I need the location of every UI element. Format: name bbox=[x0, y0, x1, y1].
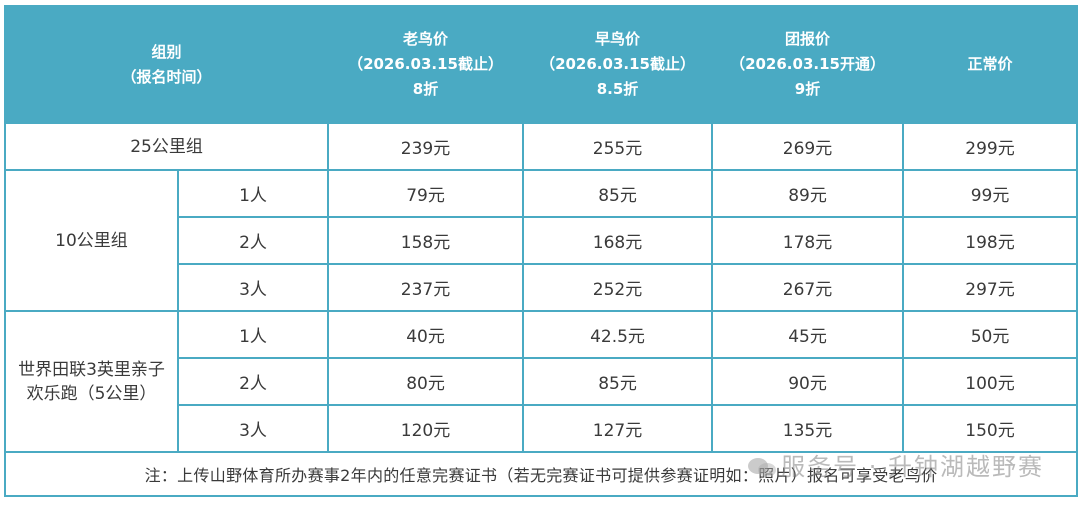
price-cell: 237元 bbox=[327, 263, 525, 312]
people-cell: 3人 bbox=[176, 404, 330, 453]
header-group-title: 组别 bbox=[151, 42, 182, 61]
header-group: 组别 （报名时间） bbox=[3, 5, 330, 124]
header-early-discount: 8.5折 bbox=[596, 80, 639, 98]
header-old-price: 老鸟价 （2026.03.15截止） 8折 bbox=[327, 5, 525, 124]
table-row: 3人 237元 252元 267元 297元 bbox=[5, 263, 1079, 312]
price-table: 组别 （报名时间） 老鸟价 （2026.03.15截止） 8折 早鸟价 （202… bbox=[3, 5, 1079, 497]
price-cell: 79元 bbox=[327, 169, 525, 218]
table-row: 3人 120元 127元 135元 150元 bbox=[5, 404, 1079, 453]
price-cell: 85元 bbox=[522, 357, 714, 406]
price-cell: 40元 bbox=[327, 310, 525, 359]
price-cell: 50元 bbox=[902, 310, 1079, 359]
header-row: 组别 （报名时间） 老鸟价 （2026.03.15截止） 8折 早鸟价 （202… bbox=[3, 5, 1079, 124]
price-cell: 45元 bbox=[711, 310, 905, 359]
header-group-sub: （报名时间） bbox=[121, 67, 212, 86]
header-old-discount: 8折 bbox=[412, 80, 439, 98]
header-early-price: 早鸟价 （2026.03.15截止） 8.5折 bbox=[522, 5, 714, 124]
table-row: 世界田联3英里亲子 欢乐跑（5公里） 1人 40元 42.5元 45元 50元 bbox=[4, 310, 1079, 453]
price-cell: 90元 bbox=[711, 357, 905, 406]
price-cell: 239元 bbox=[327, 122, 525, 171]
price-cell: 198元 bbox=[902, 216, 1079, 265]
price-cell: 150元 bbox=[902, 404, 1079, 453]
price-cell: 178元 bbox=[711, 216, 905, 265]
people-cell: 1人 bbox=[176, 310, 330, 359]
group-10km: 10公里组 bbox=[4, 169, 179, 312]
price-cell: 252元 bbox=[522, 263, 714, 312]
price-cell: 127元 bbox=[522, 404, 714, 453]
table-row: 10公里组 1人 79元 85元 89元 99元 bbox=[4, 169, 1079, 312]
header-normal-price: 正常价 bbox=[902, 5, 1079, 124]
price-cell: 158元 bbox=[327, 216, 525, 265]
note-row: 注：上传山野体育所办赛事2年内的任意完赛证书（若无完赛证书可提供参赛证明如：照片… bbox=[3, 451, 1079, 497]
price-table-container: 组别 （报名时间） 老鸟价 （2026.03.15截止） 8折 早鸟价 （202… bbox=[3, 5, 1079, 504]
price-cell: 269元 bbox=[711, 122, 905, 171]
price-cell: 267元 bbox=[711, 263, 905, 312]
price-cell: 135元 bbox=[711, 404, 905, 453]
price-cell: 168元 bbox=[522, 216, 714, 265]
price-cell: 100元 bbox=[902, 357, 1079, 406]
price-cell: 80元 bbox=[327, 357, 525, 406]
price-cell: 42.5元 bbox=[522, 310, 714, 359]
header-team-price: 团报价 （2026.03.15开通） 9折 bbox=[711, 5, 905, 124]
price-cell: 89元 bbox=[711, 169, 905, 218]
group-25km: 25公里组 bbox=[3, 122, 330, 171]
table-row: 2人 80元 85元 90元 100元 bbox=[5, 357, 1079, 406]
price-cell: 297元 bbox=[902, 263, 1079, 312]
group-5km: 世界田联3英里亲子 欢乐跑（5公里） bbox=[4, 310, 179, 453]
header-early-date: （2026.03.15截止） bbox=[540, 55, 695, 73]
header-old-title: 老鸟价 bbox=[403, 30, 449, 48]
price-cell: 299元 bbox=[902, 122, 1079, 171]
table-row: 25公里组 239元 255元 269元 299元 bbox=[3, 122, 1079, 171]
price-cell: 255元 bbox=[522, 122, 714, 171]
header-early-title: 早鸟价 bbox=[595, 30, 641, 48]
header-old-date: （2026.03.15截止） bbox=[348, 55, 503, 73]
people-cell: 1人 bbox=[176, 169, 330, 218]
note-text: 注：上传山野体育所办赛事2年内的任意完赛证书（若无完赛证书可提供参赛证明如：照片… bbox=[3, 451, 1079, 497]
price-cell: 99元 bbox=[902, 169, 1079, 218]
people-cell: 3人 bbox=[176, 263, 330, 312]
price-cell: 85元 bbox=[522, 169, 714, 218]
header-team-title: 团报价 bbox=[785, 30, 831, 48]
people-cell: 2人 bbox=[176, 357, 330, 406]
people-cell: 2人 bbox=[176, 216, 330, 265]
header-team-discount: 9折 bbox=[794, 80, 821, 98]
table-row: 2人 158元 168元 178元 198元 bbox=[5, 216, 1079, 265]
price-cell: 120元 bbox=[327, 404, 525, 453]
header-team-date: （2026.03.15开通） bbox=[730, 55, 885, 73]
group-5km-line1: 世界田联3英里亲子 bbox=[18, 359, 165, 380]
group-5km-line2: 欢乐跑（5公里） bbox=[26, 383, 157, 404]
